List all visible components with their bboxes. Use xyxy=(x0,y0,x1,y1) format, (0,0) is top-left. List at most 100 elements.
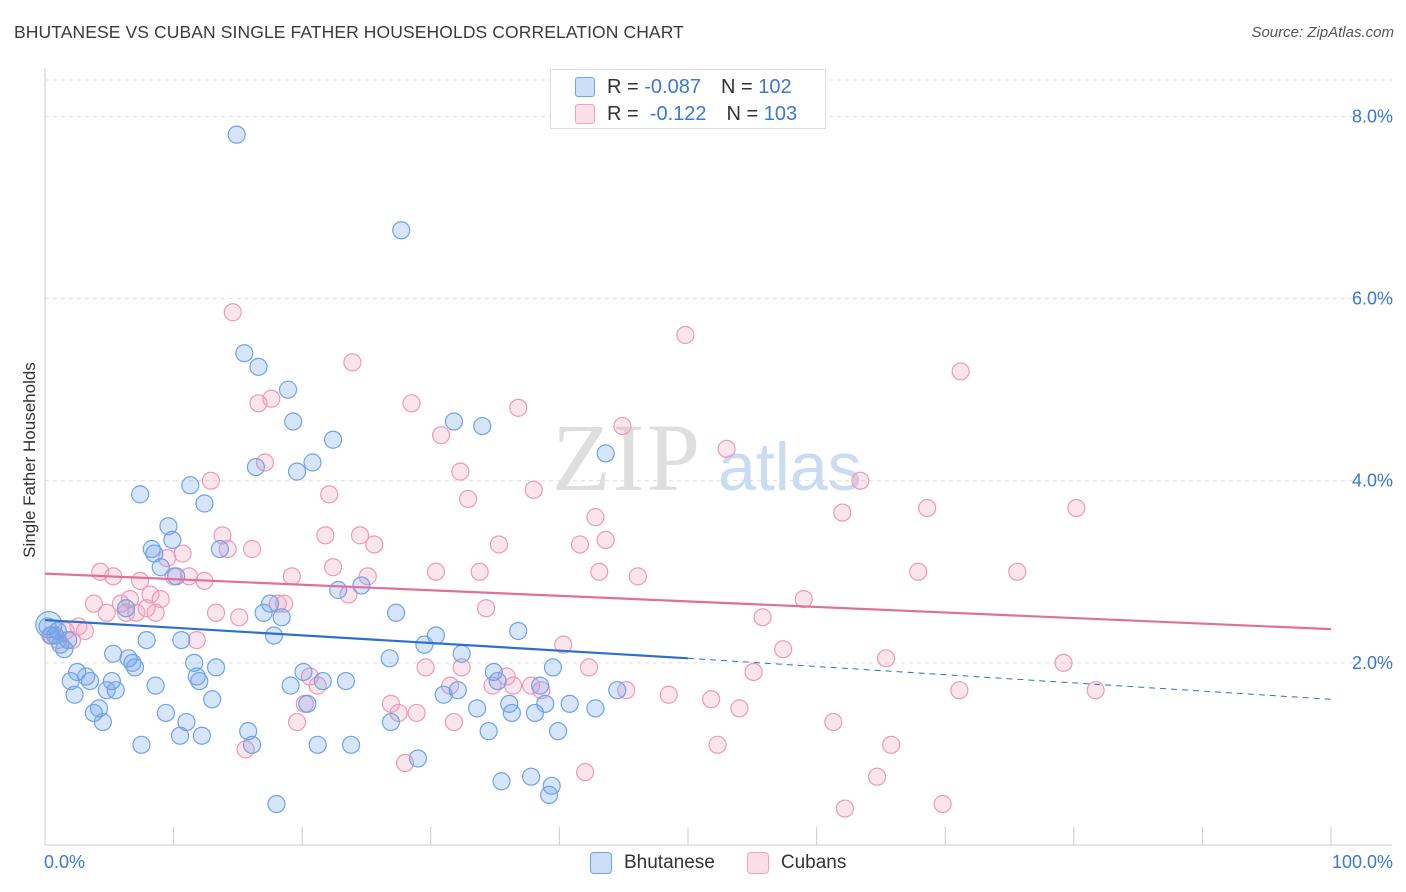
point-bhutanese xyxy=(206,658,226,677)
correlation-legend: R = -0.087 N = 102 R = -0.122 N = 103 xyxy=(550,69,826,129)
point-cubans xyxy=(201,471,220,490)
point-bhutanese xyxy=(586,699,605,718)
point-bhutanese xyxy=(492,772,511,791)
point-cubans xyxy=(242,539,262,559)
point-bhutanese xyxy=(239,722,258,741)
point-bhutanese xyxy=(278,380,298,399)
point-cubans xyxy=(407,703,426,723)
point-bhutanese xyxy=(467,699,487,718)
point-cubans xyxy=(282,567,302,586)
point-bhutanese xyxy=(479,722,498,741)
point-cubans xyxy=(730,699,749,718)
point-cubans xyxy=(206,603,226,622)
point-bhutanese xyxy=(106,681,125,700)
y-tick-label: 4.0% xyxy=(1352,471,1393,491)
point-bhutanese xyxy=(381,712,401,732)
point-bhutanese xyxy=(380,649,399,668)
point-bhutanese xyxy=(488,671,507,691)
point-bhutanese xyxy=(102,671,121,691)
point-bhutanese xyxy=(313,671,332,691)
point-bhutanese xyxy=(167,567,186,586)
point-bhutanese xyxy=(132,735,151,754)
series-legend-swatch-cubans xyxy=(746,852,769,874)
point-bhutanese xyxy=(272,608,291,627)
series-legend-label-cubans: Cubans xyxy=(780,852,847,873)
point-bhutanese xyxy=(426,626,446,645)
point-cubans xyxy=(579,658,599,677)
legend-n-label: N = xyxy=(726,102,764,125)
point-bhutanese xyxy=(287,462,307,481)
legend-n-value: 103 xyxy=(763,102,798,125)
point-cubans xyxy=(213,526,232,545)
point-cubans xyxy=(570,535,590,554)
point-cubans xyxy=(389,703,408,723)
point-cubans xyxy=(458,489,478,509)
point-cubans xyxy=(933,794,952,814)
point-cubans xyxy=(744,662,763,682)
point-cubans xyxy=(127,603,146,622)
axes xyxy=(44,68,1392,846)
point-bhutanese xyxy=(264,626,284,645)
point-cubans xyxy=(381,694,401,713)
point-cubans xyxy=(708,735,727,754)
point-cubans xyxy=(97,603,116,622)
point-bhutanese xyxy=(525,703,545,723)
point-cubans xyxy=(75,621,94,641)
point-bhutanese xyxy=(522,767,541,786)
point-bhutanese xyxy=(125,658,145,677)
trend-line-bhutanese-extrapolated xyxy=(687,657,1332,700)
trend-line-bhutanese xyxy=(44,618,689,660)
y-tick-label: 6.0% xyxy=(1352,289,1393,309)
point-bhutanese xyxy=(38,617,57,636)
point-bhutanese xyxy=(104,644,123,663)
point-cubans xyxy=(951,362,970,381)
point-cubans xyxy=(851,471,870,490)
point-bhutanese xyxy=(80,671,100,691)
point-bhutanese xyxy=(386,603,406,622)
point-bhutanese xyxy=(227,125,246,144)
point-cubans xyxy=(323,558,343,577)
point-bhutanese xyxy=(163,530,182,550)
series-legend-item-bhutanese: Bhutanese xyxy=(590,852,715,874)
legend-n-label: N = xyxy=(720,75,759,98)
legend-row-cubans: R = -0.122 N = 103 xyxy=(575,102,797,126)
point-bhutanese xyxy=(93,712,112,732)
legend-r-label: R = xyxy=(607,75,645,98)
point-bhutanese xyxy=(284,412,303,431)
point-cubans xyxy=(576,763,595,782)
point-cubans xyxy=(444,712,464,732)
point-cubans xyxy=(554,635,573,654)
point-cubans xyxy=(882,735,901,754)
point-bhutanese xyxy=(146,676,165,695)
point-cubans xyxy=(416,658,435,677)
point-cubans xyxy=(918,498,937,518)
point-cubans xyxy=(230,608,249,627)
legend-r-value: -0.087 xyxy=(644,75,701,98)
point-cubans xyxy=(431,426,451,445)
point-bhutanese xyxy=(341,735,361,754)
point-cubans xyxy=(613,416,632,436)
point-cubans xyxy=(1067,498,1086,518)
point-cubans xyxy=(343,353,362,372)
point-cubans xyxy=(524,480,543,499)
point-cubans xyxy=(137,599,156,618)
point-bhutanese xyxy=(298,694,317,713)
point-bhutanese xyxy=(542,776,561,795)
watermark-zip: ZIP xyxy=(552,404,702,511)
point-bhutanese xyxy=(549,722,568,741)
source-credit: Source: ZipAtlas.com xyxy=(1251,24,1394,41)
point-bhutanese xyxy=(177,712,196,732)
point-bhutanese xyxy=(159,517,178,536)
point-bhutanese xyxy=(137,630,156,650)
legend-row-bhutanese: R = -0.087 N = 102 xyxy=(575,75,792,99)
point-bhutanese xyxy=(452,644,471,663)
point-cubans xyxy=(833,503,852,522)
point-cubans xyxy=(876,649,896,668)
point-bhutanese xyxy=(59,630,78,650)
x-tick-label-max: 100.0% xyxy=(1331,852,1393,872)
point-bhutanese xyxy=(210,539,229,559)
point-cubans xyxy=(255,453,275,472)
point-cubans xyxy=(470,562,489,581)
point-bhutanese xyxy=(502,703,521,723)
